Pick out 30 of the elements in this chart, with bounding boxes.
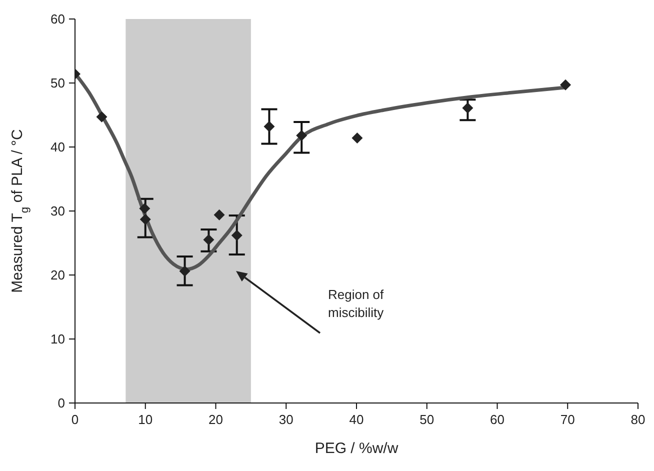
- y-tick-label: 40: [50, 140, 65, 155]
- x-tick-label: 60: [490, 412, 504, 428]
- y-tick-label: 10: [50, 332, 65, 347]
- x-tick-label: 0: [71, 412, 79, 428]
- point: [462, 102, 474, 114]
- point: [560, 79, 572, 90]
- point: [203, 234, 214, 246]
- y-tick-label: 0: [58, 396, 65, 411]
- annotation: Region of miscibility: [328, 287, 384, 320]
- x-tick-label: 20: [208, 412, 223, 428]
- point: [296, 130, 308, 141]
- y-tick-label: 20: [50, 268, 65, 283]
- y-tick-label: 60: [50, 12, 65, 27]
- point: [231, 230, 242, 241]
- y-tick-label: 30: [50, 204, 65, 219]
- point: [214, 209, 225, 220]
- x-tick-label: 30: [278, 412, 294, 428]
- x-tick-label: 10: [138, 412, 153, 428]
- y-tick-label: 50: [50, 76, 65, 91]
- x-tick-label: 40: [349, 412, 364, 428]
- x-tick-label: 50: [420, 412, 434, 428]
- point: [264, 121, 275, 132]
- x-tick-label: 80: [630, 412, 646, 428]
- point: [139, 202, 150, 214]
- point: [352, 132, 363, 144]
- point: [96, 111, 108, 122]
- x-tick-label: 70: [560, 412, 575, 428]
- point: [179, 266, 190, 277]
- point: [140, 214, 151, 225]
- x-axis-title: PEG / %w/w: [314, 440, 398, 457]
